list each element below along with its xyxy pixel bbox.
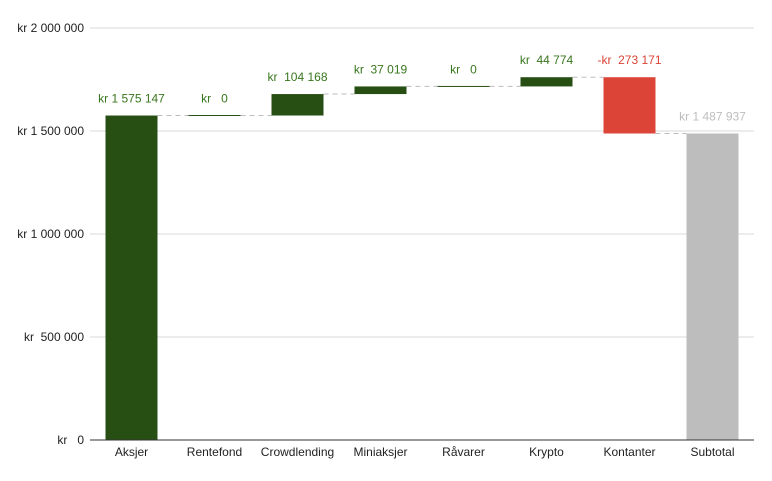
data-label: kr 0 — [201, 92, 228, 106]
bar-råvarer — [437, 85, 490, 87]
data-label: kr 1 575 147 — [98, 92, 165, 106]
x-category-label: Råvarer — [442, 445, 485, 459]
x-category-label: Krypto — [529, 445, 564, 459]
data-label: kr 37 019 — [354, 62, 408, 76]
x-category-label: Rentefond — [187, 445, 242, 459]
x-category-label: Kontanter — [603, 445, 655, 459]
x-category-label: Subtotal — [690, 445, 734, 459]
axes: kr 0 kr 500 000 kr 1 000 000 kr 1 500 000 kr… — [17, 21, 754, 459]
x-category-label: Miniaksjer — [353, 445, 407, 459]
bars — [105, 77, 739, 440]
y-tick-label: kr 1 000 000 — [17, 227, 84, 241]
data-label: -kr 273 171 — [597, 53, 661, 67]
x-category-label: Aksjer — [115, 445, 148, 459]
bar-kontanter — [603, 77, 656, 134]
y-tick-label: kr 1 500 000 — [17, 124, 84, 138]
data-label: kr 0 — [450, 62, 477, 76]
x-category-label: Crowdlending — [261, 445, 334, 459]
bar-rentefond — [188, 115, 241, 117]
y-tick-label: kr 0 — [57, 433, 84, 447]
y-tick-label: kr 500 000 — [24, 330, 84, 344]
bar-krypto — [520, 77, 573, 87]
data-labels: kr 1 575 147 kr 0 kr 104 168 kr 37 019 kr 0 k… — [98, 53, 746, 123]
data-label: kr 1 487 937 — [679, 109, 746, 123]
data-label: kr 44 774 — [520, 53, 574, 67]
gridlines — [90, 27, 754, 338]
bar-miniaksjer — [354, 86, 407, 95]
y-tick-label: kr 2 000 000 — [17, 21, 84, 35]
data-label: kr 104 168 — [267, 70, 327, 84]
bar-aksjer — [105, 115, 158, 440]
bar-crowdlending — [271, 94, 324, 116]
bar-subtotal — [686, 133, 739, 440]
